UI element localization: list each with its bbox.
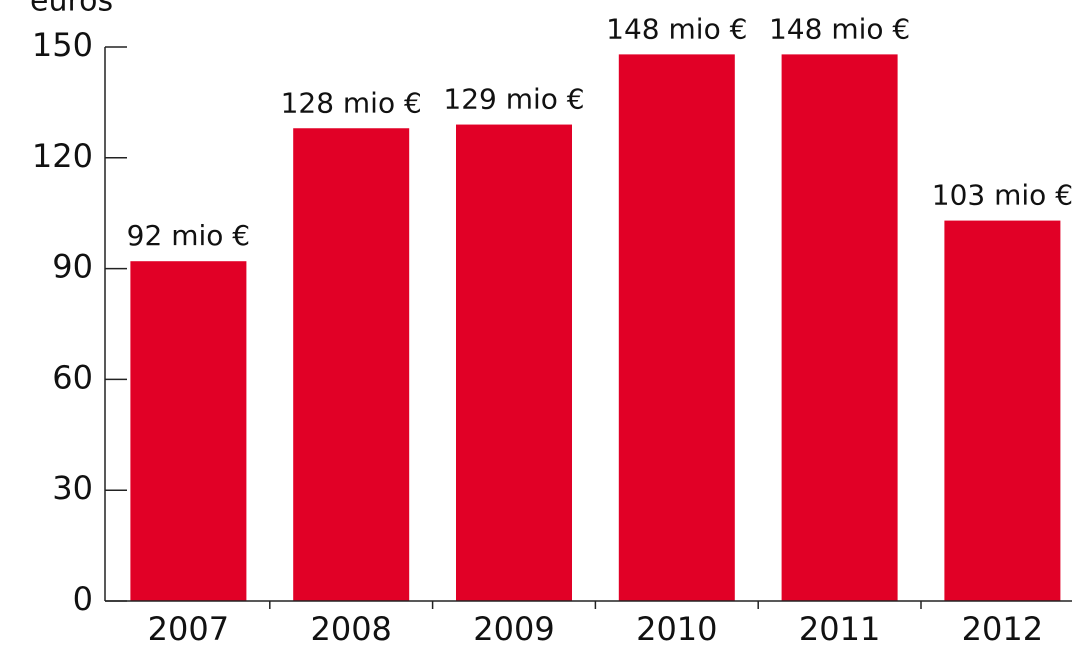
bar	[293, 128, 410, 601]
x-tick-label: 2012	[962, 610, 1043, 648]
value-label: 92 mio €	[127, 219, 250, 252]
y-tick-label: 30	[52, 469, 93, 507]
value-label: 148 mio €	[769, 12, 910, 45]
value-label: 148 mio €	[606, 12, 747, 45]
y-tick-label: 60	[52, 358, 93, 396]
y-tick-label: 90	[52, 248, 93, 286]
value-label: 103 mio €	[932, 179, 1072, 212]
bar	[130, 261, 247, 601]
bar	[618, 54, 735, 602]
y-axis-label: euros	[30, 0, 113, 19]
y-tick-label: 150	[32, 26, 93, 64]
x-tick-label: 2008	[310, 610, 391, 648]
x-tick-label: 2011	[799, 610, 880, 648]
bar	[944, 220, 1061, 601]
bar	[781, 54, 898, 602]
x-tick-label: 2009	[473, 610, 554, 648]
value-label: 128 mio €	[281, 86, 422, 119]
bar	[456, 124, 572, 601]
y-tick-label: 120	[32, 137, 93, 175]
x-tick-label: 2007	[148, 610, 229, 648]
y-tick-label: 0	[73, 580, 93, 618]
x-tick-label: 2010	[636, 610, 717, 648]
value-label: 129 mio €	[443, 83, 584, 116]
